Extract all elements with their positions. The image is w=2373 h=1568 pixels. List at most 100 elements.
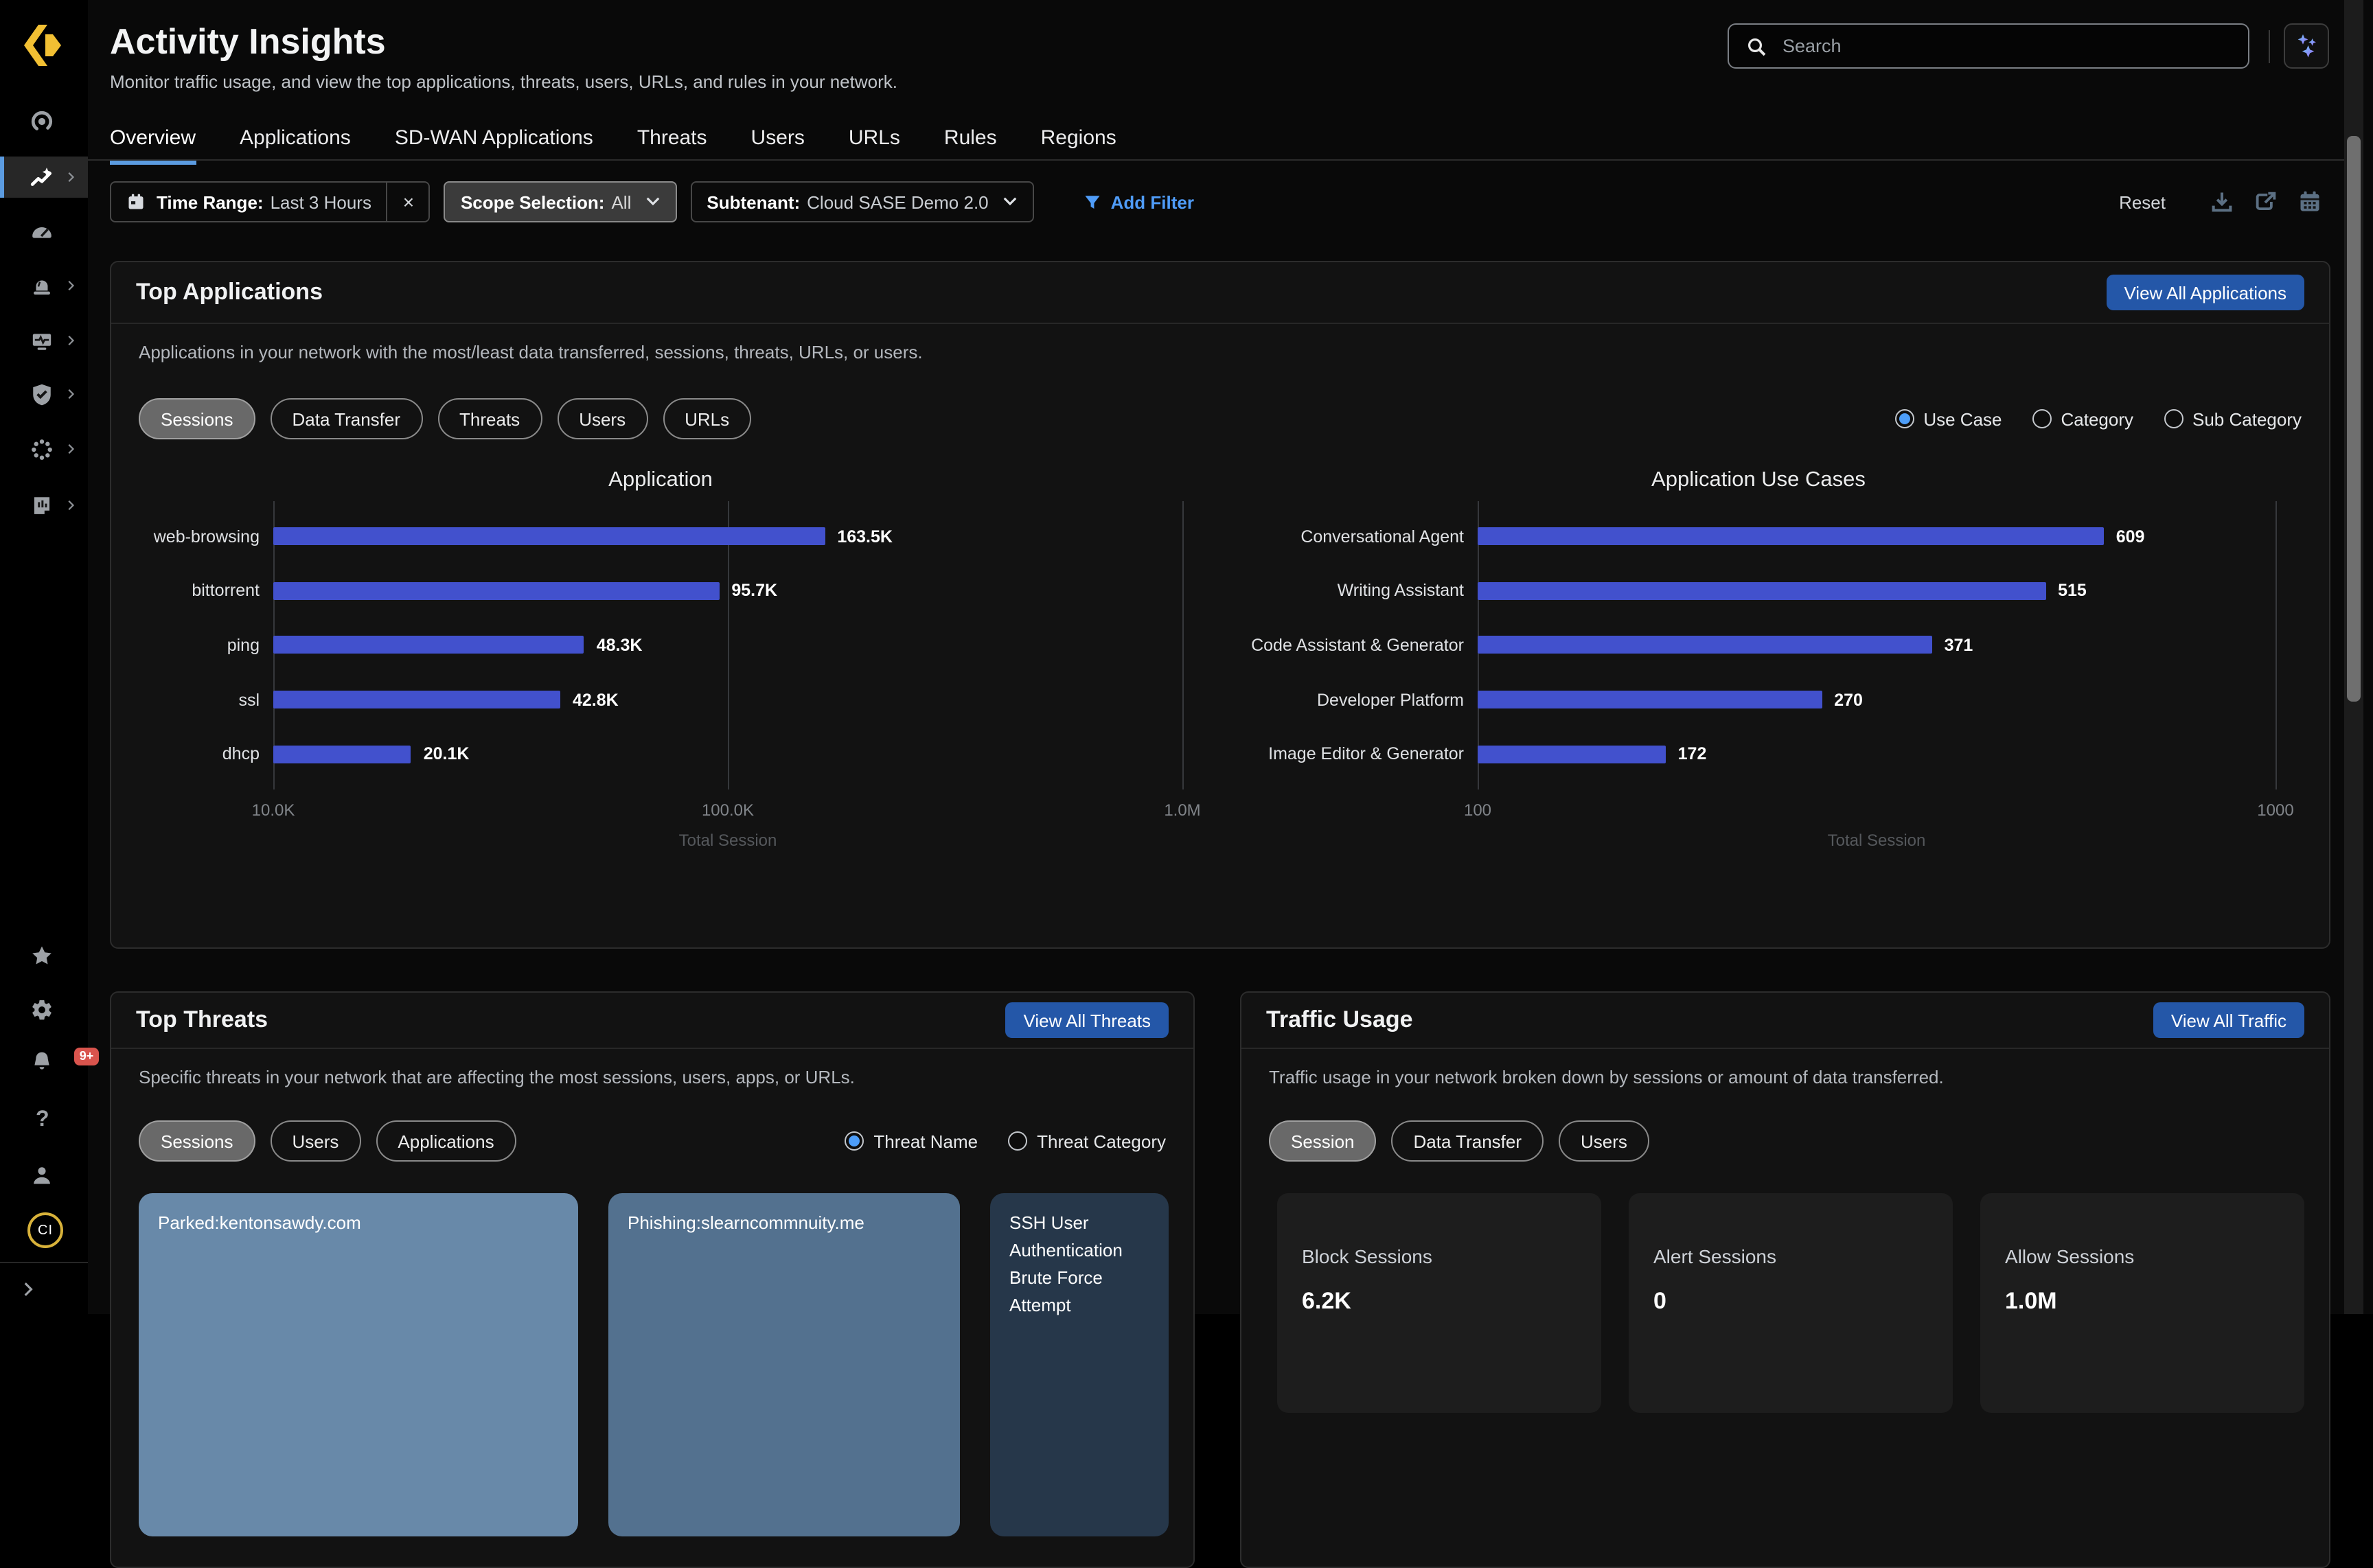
- bar-bittorrent[interactable]: [273, 582, 719, 600]
- view-all-traffic-button[interactable]: View All Traffic: [2153, 1002, 2304, 1038]
- bar-web-browsing[interactable]: [273, 528, 825, 546]
- copilot-button[interactable]: [2284, 23, 2329, 69]
- radio-button-icon: [1008, 1131, 1027, 1151]
- view-all-threats-button[interactable]: View All Threats: [1006, 1002, 1169, 1038]
- page-subtitle: Monitor traffic usage, and view the top …: [110, 71, 897, 92]
- toggle-users[interactable]: Users: [271, 1120, 361, 1162]
- search-box[interactable]: [1728, 23, 2249, 69]
- bar-code-assistant-generator[interactable]: [1478, 636, 1932, 654]
- toggle-threats[interactable]: Threats: [437, 398, 542, 439]
- sidebar-item-scope[interactable]: [0, 100, 88, 141]
- sidebar-item-activity-insights[interactable]: [0, 157, 88, 198]
- gridline: [2275, 501, 2277, 789]
- sidebar-item-notifications-bell[interactable]: 9+: [0, 1041, 88, 1082]
- bar-ssl[interactable]: [273, 691, 560, 708]
- bar-writing-assistant[interactable]: [1478, 582, 2045, 600]
- toggle-sessions[interactable]: Sessions: [139, 1120, 255, 1162]
- bar-ping[interactable]: [273, 636, 584, 654]
- search-icon: [1745, 35, 1767, 57]
- sidebar-item-reports[interactable]: [0, 485, 88, 526]
- tab-urls[interactable]: URLs: [849, 126, 900, 149]
- treemap-box[interactable]: Phishing:slearncommnuity.me: [608, 1193, 960, 1536]
- tab-users[interactable]: Users: [751, 126, 805, 149]
- tab-sd-wan-applications[interactable]: SD-WAN Applications: [395, 126, 593, 149]
- tab-rules[interactable]: Rules: [944, 126, 997, 149]
- axis-tick-label: 1.0M: [1164, 800, 1200, 820]
- stat-card-allow-sessions: Allow Sessions1.0M: [1980, 1193, 2304, 1413]
- radio-category[interactable]: Category: [2032, 408, 2134, 429]
- panel-title: Top Threats: [136, 1006, 268, 1034]
- treemap-box[interactable]: SSH User Authentication Brute Force Atte…: [990, 1193, 1169, 1536]
- search-input[interactable]: [1780, 34, 2248, 58]
- sidebar-item-dashboard-gauge[interactable]: [0, 210, 88, 251]
- chip-label: Subtenant:: [707, 192, 800, 212]
- toggle-users[interactable]: Users: [1559, 1120, 1649, 1162]
- tab-regions[interactable]: Regions: [1041, 126, 1116, 149]
- metric-toggle-group: Sessions Users Applications: [139, 1120, 516, 1162]
- stat-value: 6.2K: [1302, 1288, 1601, 1315]
- radio-threat-name[interactable]: Threat Name: [845, 1131, 978, 1151]
- radio-threat-category[interactable]: Threat Category: [1008, 1131, 1166, 1151]
- radio-button-icon: [845, 1131, 864, 1151]
- sidebar-item-alerts[interactable]: [0, 265, 88, 306]
- bar-image-editor-generator[interactable]: [1478, 745, 1666, 763]
- stat-label: Alert Sessions: [1653, 1245, 1953, 1267]
- top-applications-panel: Top Applications View All Applications A…: [110, 261, 2330, 949]
- radio-sub-category[interactable]: Sub Category: [2164, 408, 2302, 429]
- add-filter-button[interactable]: Add Filter: [1084, 192, 1194, 212]
- view-all-applications-button[interactable]: View All Applications: [2106, 275, 2304, 310]
- device-health-icon: [30, 329, 54, 352]
- toggle-session[interactable]: Session: [1269, 1120, 1377, 1162]
- toggle-urls[interactable]: URLs: [663, 398, 751, 439]
- radio-use-case[interactable]: Use Case: [1894, 408, 2002, 429]
- filter-chip-subtenant[interactable]: Subtenant: Cloud SASE Demo 2.0: [690, 181, 1033, 222]
- scrollbar-thumb[interactable]: [2347, 136, 2361, 702]
- filter-actions: Reset: [2119, 181, 2322, 222]
- scrollbar-track[interactable]: [2344, 0, 2363, 1314]
- category-label: web-browsing: [139, 509, 273, 564]
- toggle-users[interactable]: Users: [557, 398, 647, 439]
- filter-chip-time-range[interactable]: Time Range: Last 3 Hours ×: [110, 181, 431, 222]
- stat-value: 1.0M: [2005, 1288, 2304, 1315]
- bar-developer-platform[interactable]: [1478, 691, 1822, 708]
- toggle-sessions[interactable]: Sessions: [139, 398, 255, 439]
- tab-applications[interactable]: Applications: [240, 126, 351, 149]
- download-icon[interactable]: [2210, 189, 2234, 214]
- category-label: Developer Platform: [1241, 673, 1478, 727]
- axis-tick-label: 1000: [2257, 800, 2293, 820]
- sidebar-item-help[interactable]: ?: [0, 1100, 88, 1141]
- bar-conversational-agent[interactable]: [1478, 528, 2104, 546]
- sparkles-icon: [2293, 32, 2320, 60]
- calendar-icon[interactable]: [2297, 189, 2322, 214]
- sidebar-item-settings-gear[interactable]: [0, 989, 88, 1030]
- radio-button-icon: [2164, 409, 2183, 428]
- scope-icon: [30, 109, 54, 132]
- application-bar-chart: Applicationweb-browsingbittorrentpingssl…: [139, 468, 1182, 850]
- bar-value: 609: [2116, 527, 2145, 546]
- sidebar-item-user[interactable]: [0, 1155, 88, 1196]
- treemap-box[interactable]: Parked:kentonsawdy.com: [139, 1193, 578, 1536]
- sidebar-item-favorites-star[interactable]: [0, 935, 88, 976]
- sidebar-item-security-shield[interactable]: [0, 373, 88, 415]
- panel-description: Applications in your network with the mo…: [139, 342, 923, 362]
- reset-button[interactable]: Reset: [2119, 192, 2166, 212]
- tab-threats[interactable]: Threats: [637, 126, 707, 149]
- sidebar: 9+? CI: [0, 0, 88, 1314]
- toggle-data-transfer[interactable]: Data Transfer: [271, 398, 423, 439]
- sidebar-expand-button[interactable]: [19, 1278, 38, 1300]
- reports-icon: [30, 494, 54, 517]
- tab-overview[interactable]: Overview: [110, 126, 196, 149]
- sidebar-item-avatar[interactable]: CI: [0, 1210, 88, 1251]
- chevron-right-icon: [65, 497, 78, 514]
- filter-chip-scope[interactable]: Scope Selection: All: [444, 181, 676, 222]
- brand-logo-icon[interactable]: [16, 18, 71, 73]
- remove-filter-icon[interactable]: ×: [387, 183, 429, 221]
- toggle-applications[interactable]: Applications: [376, 1120, 516, 1162]
- bar-dhcp[interactable]: [273, 745, 411, 763]
- toggle-data-transfer[interactable]: Data Transfer: [1392, 1120, 1544, 1162]
- export-icon[interactable]: [2254, 189, 2278, 214]
- sidebar-item-workflows[interactable]: [0, 428, 88, 470]
- chevron-right-icon: [65, 441, 78, 457]
- sidebar-item-device-health[interactable]: [0, 320, 88, 361]
- app-root: 9+?CI Activity Insights Monitor traffic …: [0, 0, 2373, 1314]
